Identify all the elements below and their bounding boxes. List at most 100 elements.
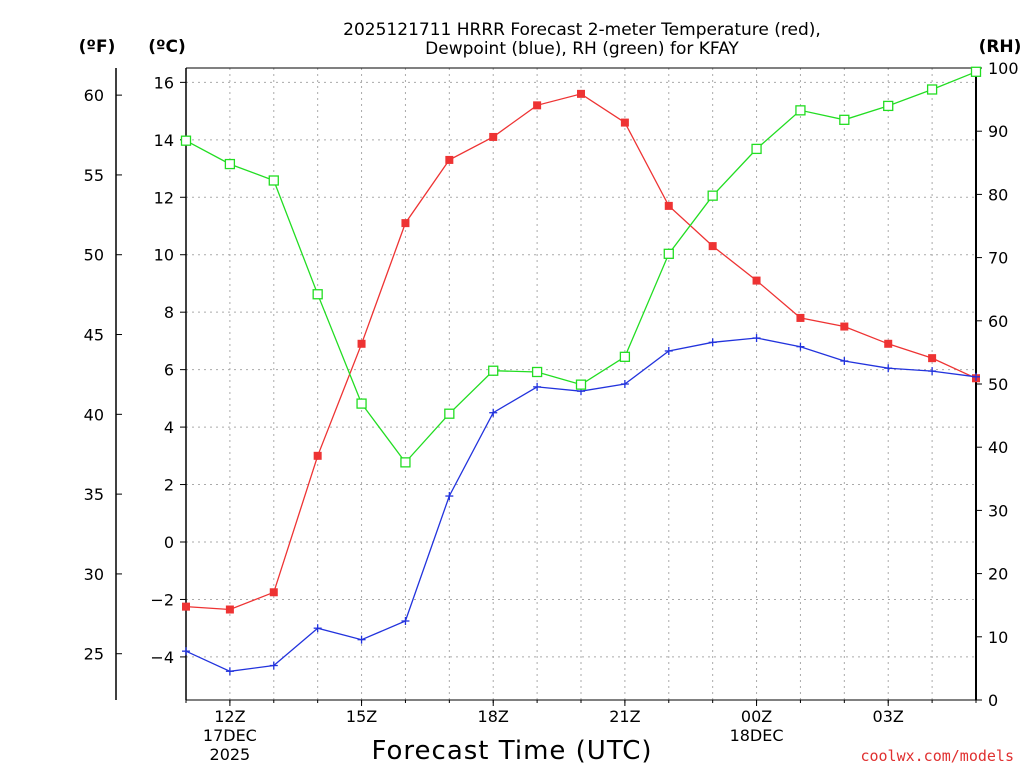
rh-point xyxy=(444,408,455,419)
temperature-point xyxy=(401,219,410,228)
x-tick-label: 17DEC xyxy=(203,726,257,745)
rh-point xyxy=(488,365,499,376)
celsius-tick-label: −4 xyxy=(150,648,174,667)
rh-tick-label: 70 xyxy=(988,249,1008,268)
dewpoint-point xyxy=(269,661,278,670)
celsius-tick-label: 4 xyxy=(164,418,174,437)
rh-tick-label: 90 xyxy=(988,122,1008,141)
temperature-point xyxy=(357,339,366,348)
dewpoint-point xyxy=(533,382,542,391)
rh-tick-label: 40 xyxy=(988,438,1008,457)
temperature-point xyxy=(182,602,190,611)
celsius-tick-label: 2 xyxy=(164,476,174,495)
dewpoint-point xyxy=(401,617,410,625)
rh-point xyxy=(839,114,850,125)
rh-point xyxy=(531,366,543,378)
rh-point xyxy=(575,379,587,390)
celsius-tick-label: −2 xyxy=(150,590,174,609)
fahrenheit-tick-label: 30 xyxy=(84,565,104,584)
dewpoint-point xyxy=(972,372,980,381)
rh-tick-label: 80 xyxy=(988,185,1008,204)
x-tick-label: 00Z xyxy=(741,707,772,726)
celsius-tick-label: 8 xyxy=(164,303,174,322)
temperature-point xyxy=(796,313,805,322)
temperature-point xyxy=(840,322,849,331)
celsius-tick-label: 6 xyxy=(164,361,174,380)
x-tick-label: 18DEC xyxy=(730,726,784,745)
temperature-point xyxy=(489,132,498,141)
dewpoint-point xyxy=(620,380,629,388)
fahrenheit-tick-label: 55 xyxy=(84,166,104,185)
temperature-point xyxy=(928,354,937,363)
fahrenheit-unit-label: (ºF) xyxy=(79,37,116,57)
fahrenheit-tick-label: 25 xyxy=(84,645,104,664)
rh-point xyxy=(224,158,236,170)
celsius-tick-label: 12 xyxy=(154,188,174,207)
temperature-point xyxy=(225,605,234,614)
dewpoint-point xyxy=(313,624,322,633)
rh-tick-label: 20 xyxy=(988,565,1008,584)
rh-point xyxy=(883,100,894,112)
series xyxy=(180,66,982,676)
x-tick-label: 2025 xyxy=(210,745,251,764)
rh-point xyxy=(180,135,192,146)
rh-tick-label: 0 xyxy=(988,691,998,710)
rh-point xyxy=(970,66,982,77)
dewpoint-point xyxy=(489,408,498,417)
dewpoint-point xyxy=(752,334,761,343)
temperature-point xyxy=(620,118,629,127)
temperature-point xyxy=(313,451,322,460)
dewpoint-point xyxy=(708,338,717,347)
rh-tick-label: 30 xyxy=(988,501,1008,520)
rh-point xyxy=(619,351,631,362)
credit-text: coolwx.com/models xyxy=(860,747,1014,765)
celsius-tick-label: 14 xyxy=(154,131,174,150)
temperature-point xyxy=(664,201,673,210)
dewpoint-point xyxy=(182,647,190,656)
rh-point xyxy=(663,248,674,259)
rh-tick-label: 50 xyxy=(988,375,1008,394)
axes: −4 −2 0 2 4 6 8 10 12 14 16 25 30 35 40 45 50 55 60 0 10 20 30… xyxy=(84,59,1019,710)
rh-tick-label: 100 xyxy=(988,59,1019,78)
fahrenheit-tick-label: 40 xyxy=(84,405,104,424)
fahrenheit-tick-label: 50 xyxy=(84,246,104,265)
celsius-tick-label: 16 xyxy=(154,73,174,92)
dewpoint-point xyxy=(664,346,673,355)
dewpoint-point xyxy=(928,367,937,376)
temperature-point xyxy=(708,242,717,251)
fahrenheit-tick-label: 60 xyxy=(84,86,104,105)
rh-point xyxy=(268,175,279,186)
rh-point xyxy=(795,105,806,116)
rh-unit-label: (RH) xyxy=(979,37,1022,57)
x-tick-label: 15Z xyxy=(346,707,377,726)
dewpoint-point xyxy=(225,667,234,676)
dewpoint-point xyxy=(445,492,454,501)
celsius-unit-label: (ºC) xyxy=(148,37,186,57)
rh-point xyxy=(400,457,411,468)
temperature-point xyxy=(269,588,278,597)
chart-title-line-1: 2025121711 HRRR Forecast 2-meter Tempera… xyxy=(343,20,821,40)
rh-point xyxy=(751,143,762,155)
temperature-point xyxy=(752,276,761,285)
dewpoint-point xyxy=(796,342,805,351)
rh-point xyxy=(926,84,938,95)
x-tick-label: 21Z xyxy=(609,707,640,726)
x-axis-label: Forecast Time (UTC) xyxy=(371,736,652,766)
dewpoint-point xyxy=(884,364,893,373)
x-tick-label: 12Z xyxy=(214,707,245,726)
temperature-point xyxy=(577,89,585,98)
temperature-point xyxy=(884,339,893,348)
chart-title-line-2: Dewpoint (blue), RH (green) for KFAY xyxy=(425,39,739,59)
x-tick-label: 03Z xyxy=(873,707,904,726)
fahrenheit-tick-label: 35 xyxy=(84,485,104,504)
fahrenheit-tick-label: 45 xyxy=(84,326,104,345)
rh-point xyxy=(356,398,367,409)
rh-tick-label: 10 xyxy=(988,628,1008,647)
x-tick-label: 18Z xyxy=(478,707,509,726)
celsius-tick-label: 10 xyxy=(154,246,174,265)
celsius-tick-label: 0 xyxy=(164,533,174,552)
temperature-point xyxy=(533,101,542,110)
dewpoint-point xyxy=(357,635,366,644)
